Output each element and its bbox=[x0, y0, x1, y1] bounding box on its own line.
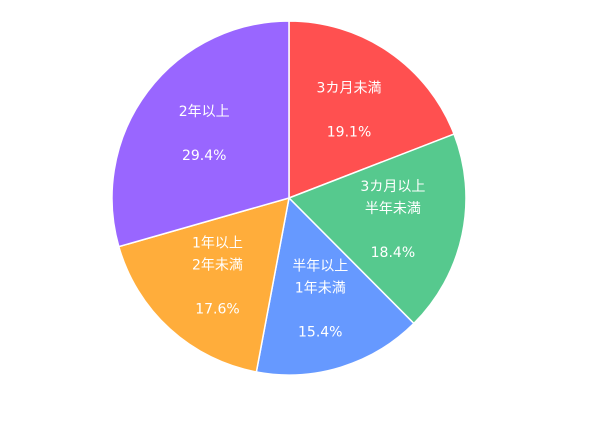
slice-category-label: 2年未満 bbox=[192, 257, 243, 273]
slice-label-group-1: 3カ月未満 19.1% bbox=[317, 80, 382, 140]
slice-category-label: 半年未満 bbox=[365, 201, 421, 217]
slice-value-label: 15.4% bbox=[298, 324, 342, 340]
slices-layer bbox=[111, 20, 467, 376]
slice-value-label: 19.1% bbox=[327, 124, 371, 140]
slice-label-group-4: 1年以上 2年未満 17.6% bbox=[192, 235, 243, 317]
slice-category-label: 3カ月未満 bbox=[317, 80, 382, 96]
pie-slice-4 bbox=[117, 196, 290, 373]
slice-label-group-3: 半年以上 1年未満 15.4% bbox=[292, 258, 348, 340]
slice-label-group-5: 2年以上 29.4% bbox=[179, 104, 230, 164]
slice-value-label: 29.4% bbox=[182, 148, 226, 164]
slice-value-label: 17.6% bbox=[195, 301, 239, 317]
pie-slice-1 bbox=[288, 20, 456, 200]
pie-slice-3 bbox=[255, 196, 415, 376]
slice-category-label: 2年以上 bbox=[179, 104, 230, 120]
slice-category-label: 3カ月以上 bbox=[360, 179, 425, 195]
slice-category-label: 1年以上 bbox=[192, 235, 243, 251]
slice-value-label: 18.4% bbox=[371, 245, 415, 261]
slice-category-label: 1年未満 bbox=[295, 280, 346, 296]
pie-slice-2 bbox=[287, 133, 467, 325]
slice-category-label: 半年以上 bbox=[292, 258, 348, 274]
pie-slice-5 bbox=[111, 20, 290, 248]
